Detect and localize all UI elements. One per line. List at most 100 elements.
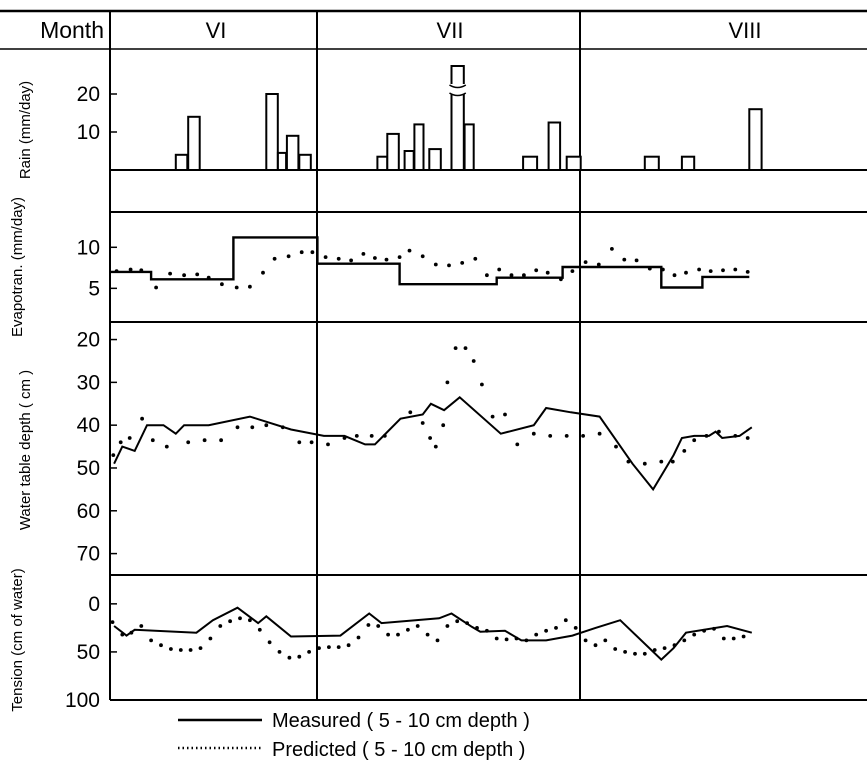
et-predicted-point-33: [534, 268, 539, 273]
et-predicted-point-5: [182, 273, 187, 278]
tension-predicted-point-19: [297, 654, 302, 659]
wt-predicted-point-22: [428, 436, 432, 440]
wt-predicted-point-45: [704, 434, 709, 438]
tension-predicted-point-37: [475, 626, 479, 630]
wt-tick-label-1: 30: [77, 371, 100, 394]
rain-bar-7: [386, 132, 400, 171]
wt-predicted-point-31: [503, 412, 507, 417]
et-predicted-point-12: [272, 256, 277, 261]
et-predicted-point-16: [323, 255, 328, 259]
tension-predicted-point-56: [662, 646, 667, 650]
tension-predicted-point-46: [563, 618, 568, 623]
header-row: Month VI VII VIII: [40, 17, 761, 43]
et-panel: Evapotran. (mm/day) 5 10: [9, 197, 750, 337]
rain-bar-10: [428, 148, 442, 172]
et-predicted-point-3: [154, 285, 159, 290]
et-predicted-point-40: [622, 257, 627, 262]
tension-predicted-point-11: [218, 624, 223, 628]
et-predicted-point-23: [407, 248, 412, 253]
wt-tick-label-5: 70: [77, 543, 100, 566]
wt-predicted-point-1: [118, 440, 123, 445]
et-predicted-point-20: [373, 256, 377, 260]
rain-bar-6: [376, 155, 389, 171]
et-predicted-point-41: [634, 258, 639, 263]
wt-predicted-point-40: [642, 461, 647, 466]
rain-bar-12: [463, 123, 475, 171]
wt-predicted-point-29: [480, 382, 484, 387]
wt-predicted-point-32: [515, 442, 520, 447]
et-predicted-point-2: [139, 268, 144, 273]
wt-measured-line: [113, 395, 753, 492]
rain-bar-break-gap: [448, 84, 467, 94]
rain-bar-16: [643, 155, 660, 171]
et-predicted-point-25: [433, 262, 438, 267]
tension-predicted-point-64: [741, 634, 746, 639]
legend-measured-label: Measured ( 5 - 10 cm depth ): [272, 710, 530, 732]
wt-predicted-point-43: [682, 449, 687, 453]
tension-predicted-point-47: [573, 626, 578, 630]
water-table-ylabel: Water table depth ( cm ): [17, 370, 34, 530]
et-predicted-point-22: [397, 255, 402, 259]
et-predicted-point-18: [349, 258, 353, 263]
wt-predicted-point-26: [453, 346, 458, 350]
rain-ylabel: Rain (mm/day): [17, 81, 34, 179]
tension-predicted-point-16: [267, 640, 272, 645]
tension-predicted-point-52: [623, 650, 627, 654]
month-label-vii: VII: [437, 18, 464, 43]
wt-predicted-point-44: [692, 438, 697, 443]
wt-predicted-point-34: [548, 434, 553, 438]
tension-predicted-point-43: [534, 632, 539, 637]
rain-bar-14: [547, 121, 562, 171]
tension-predicted-point-40: [504, 637, 509, 642]
tension-predicted-point-9: [198, 646, 203, 650]
et-predicted-point-24: [420, 254, 425, 259]
et-tick-label-1: 10: [77, 236, 100, 259]
tension-predicted-point-25: [356, 635, 361, 640]
wt-tick-label-4: 60: [77, 500, 100, 523]
wt-predicted-point-36: [581, 434, 585, 438]
wt-predicted-point-47: [733, 434, 738, 438]
et-measured-line: [110, 236, 750, 289]
wt-predicted-point-8: [219, 438, 224, 443]
et-predicted-point-32: [522, 273, 526, 278]
rain-bar-8: [403, 150, 415, 171]
et-predicted-point-34: [545, 270, 550, 275]
et-predicted-point-13: [286, 254, 291, 259]
et-predicted-point-45: [684, 270, 688, 275]
et-predicted-point-1: [128, 267, 133, 272]
wt-predicted-point-42: [670, 459, 675, 464]
et-predicted-point-50: [745, 270, 750, 274]
et-predicted-point-8: [220, 282, 224, 287]
frame: [0, 9, 867, 701]
tension-predicted-point-7: [178, 648, 183, 652]
rain-bar-5: [298, 153, 312, 172]
tension-predicted-point-18: [287, 655, 292, 660]
wt-predicted-point-4: [150, 438, 155, 443]
tension-predicted-point-26: [366, 623, 371, 627]
tension-predicted-point-17: [277, 650, 282, 654]
wt-predicted-point-41: [659, 459, 664, 464]
et-predicted-point-10: [248, 284, 252, 289]
wt-predicted-point-39: [626, 459, 631, 464]
tension-predicted-point-15: [257, 627, 262, 632]
tension-predicted-point-38: [485, 628, 489, 633]
tension-predicted-point-45: [554, 626, 558, 630]
tension-predicted-point-44: [544, 628, 548, 633]
et-predicted-point-11: [261, 270, 265, 275]
tension-ylabel: Tension (cm of water): [9, 568, 26, 711]
wt-predicted-point-18: [369, 434, 374, 438]
tension-predicted-point-0: [110, 620, 115, 624]
tension-predicted-point-54: [642, 651, 647, 656]
wt-predicted-point-25: [445, 380, 450, 385]
et-predicted-point-29: [485, 273, 489, 278]
et-predicted-point-35: [559, 277, 563, 282]
rain-bar-15: [565, 155, 582, 171]
wt-predicted-point-48: [745, 436, 750, 440]
wt-predicted-point-0: [111, 453, 116, 457]
wt-predicted-point-3: [140, 416, 145, 421]
tension-predicted-point-60: [702, 628, 706, 633]
tension-predicted-point-32: [425, 632, 430, 637]
et-predicted-point-0: [114, 269, 119, 273]
et-ylabel: Evapotran. (mm/day): [9, 197, 26, 337]
tension-predicted-point-59: [692, 632, 697, 637]
